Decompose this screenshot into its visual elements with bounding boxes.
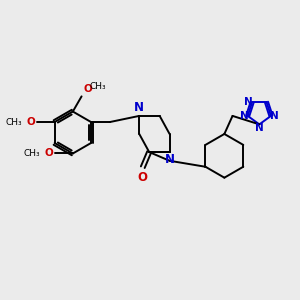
Text: O: O bbox=[83, 84, 92, 94]
Text: N: N bbox=[240, 111, 249, 121]
Text: CH₃: CH₃ bbox=[89, 82, 106, 91]
Text: O: O bbox=[138, 171, 148, 184]
Text: N: N bbox=[270, 111, 279, 121]
Text: N: N bbox=[255, 123, 264, 133]
Text: CH₃: CH₃ bbox=[24, 149, 40, 158]
Text: O: O bbox=[26, 117, 35, 127]
Text: N: N bbox=[134, 101, 144, 114]
Text: O: O bbox=[44, 148, 53, 158]
Text: CH₃: CH₃ bbox=[5, 118, 22, 127]
Text: N: N bbox=[244, 97, 253, 107]
Text: N: N bbox=[165, 154, 175, 166]
